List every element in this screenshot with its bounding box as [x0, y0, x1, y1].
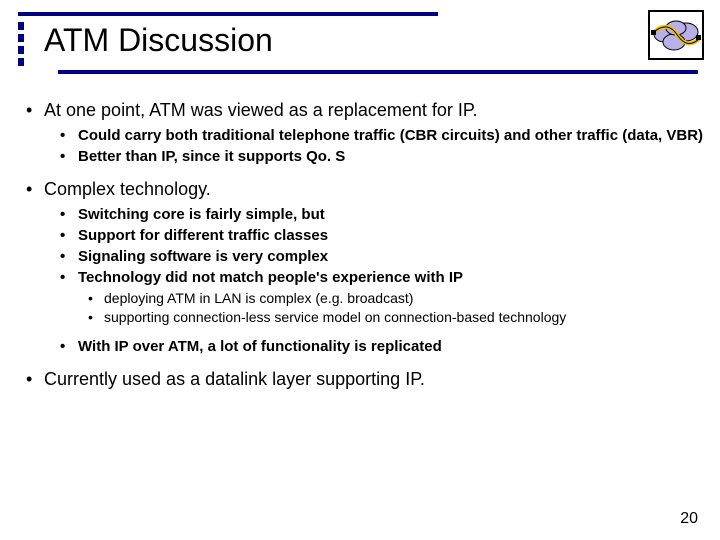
header-side-tick — [18, 34, 24, 42]
bullet-level-2: Switching core is fairly simple, but — [20, 206, 704, 223]
header-rule-under — [58, 70, 698, 74]
bullet-level-3: supporting connection-less service model… — [20, 309, 704, 325]
bullet-level-3: deploying ATM in LAN is complex (e.g. br… — [20, 290, 704, 306]
header-side-tick — [18, 58, 24, 66]
bullet-level-1: Currently used as a datalink layer suppo… — [20, 369, 704, 390]
bullet-level-1: Complex technology. — [20, 179, 704, 200]
bullet-level-2: Support for different traffic classes — [20, 227, 704, 244]
network-cloud-icon — [648, 10, 704, 60]
slide-title: ATM Discussion — [44, 22, 273, 59]
slide-body: At one point, ATM was viewed as a replac… — [20, 100, 704, 396]
bullet-level-2: Could carry both traditional telephone t… — [20, 127, 704, 144]
bullet-level-2: With IP over ATM, a lot of functionality… — [20, 338, 704, 355]
bullet-level-2: Better than IP, since it supports Qo. S — [20, 148, 704, 165]
header-rule-top — [18, 12, 438, 16]
header-side-tick — [18, 22, 24, 30]
bullet-level-2: Technology did not match people's experi… — [20, 269, 704, 286]
page-number: 20 — [680, 510, 698, 528]
bullet-level-1: At one point, ATM was viewed as a replac… — [20, 100, 704, 121]
bullet-level-2: Signaling software is very complex — [20, 248, 704, 265]
header-side-tick — [18, 46, 24, 54]
